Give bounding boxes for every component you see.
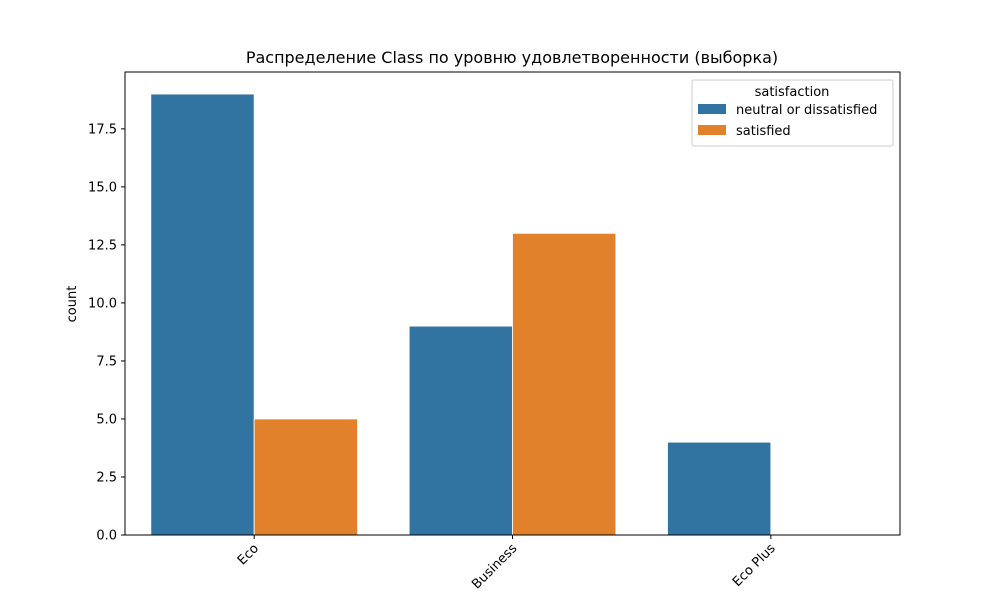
legend-label: satisfied bbox=[736, 124, 791, 139]
bar-eco-plus-series-0 bbox=[667, 441, 772, 536]
bar-business-series-1 bbox=[512, 232, 617, 536]
legend-items: neutral or dissatisfied satisfied bbox=[698, 103, 877, 139]
legend-frame bbox=[691, 79, 894, 147]
y-axis: 0.0 2.5 5.0 7.5 10.0 12.5 15.0 17.5 bbox=[88, 122, 125, 544]
y-axis-label: count bbox=[65, 286, 80, 323]
x-tick-label: Business bbox=[469, 541, 520, 592]
legend-label: neutral or dissatisfied bbox=[736, 103, 877, 118]
legend-swatch bbox=[698, 104, 726, 114]
bar-business-series-0 bbox=[408, 325, 513, 536]
y-tick-label: 12.5 bbox=[88, 238, 117, 253]
y-tick-label: 2.5 bbox=[96, 470, 117, 485]
y-tick-label: 0.0 bbox=[96, 529, 117, 544]
x-axis: Eco Business Eco Plus bbox=[235, 535, 779, 592]
chart-title: Распределение Class по уровню удовлетвор… bbox=[246, 48, 778, 67]
y-tick-label: 17.5 bbox=[88, 122, 117, 137]
y-tick-label: 15.0 bbox=[88, 180, 117, 195]
x-tick-label: Eco Plus bbox=[730, 541, 779, 590]
y-tick-label: 10.0 bbox=[88, 296, 117, 311]
y-tick-label: 7.5 bbox=[96, 354, 117, 369]
legend: satisfaction neutral or dissatisfied sati… bbox=[691, 79, 894, 147]
bar-eco-series-0 bbox=[150, 93, 255, 536]
legend-swatch bbox=[698, 125, 726, 135]
bar-eco-series-1 bbox=[253, 418, 358, 536]
x-tick-label: Eco bbox=[235, 541, 262, 568]
legend-title: satisfaction bbox=[755, 85, 830, 100]
bars-group bbox=[150, 93, 772, 536]
y-tick-label: 5.0 bbox=[96, 412, 117, 427]
